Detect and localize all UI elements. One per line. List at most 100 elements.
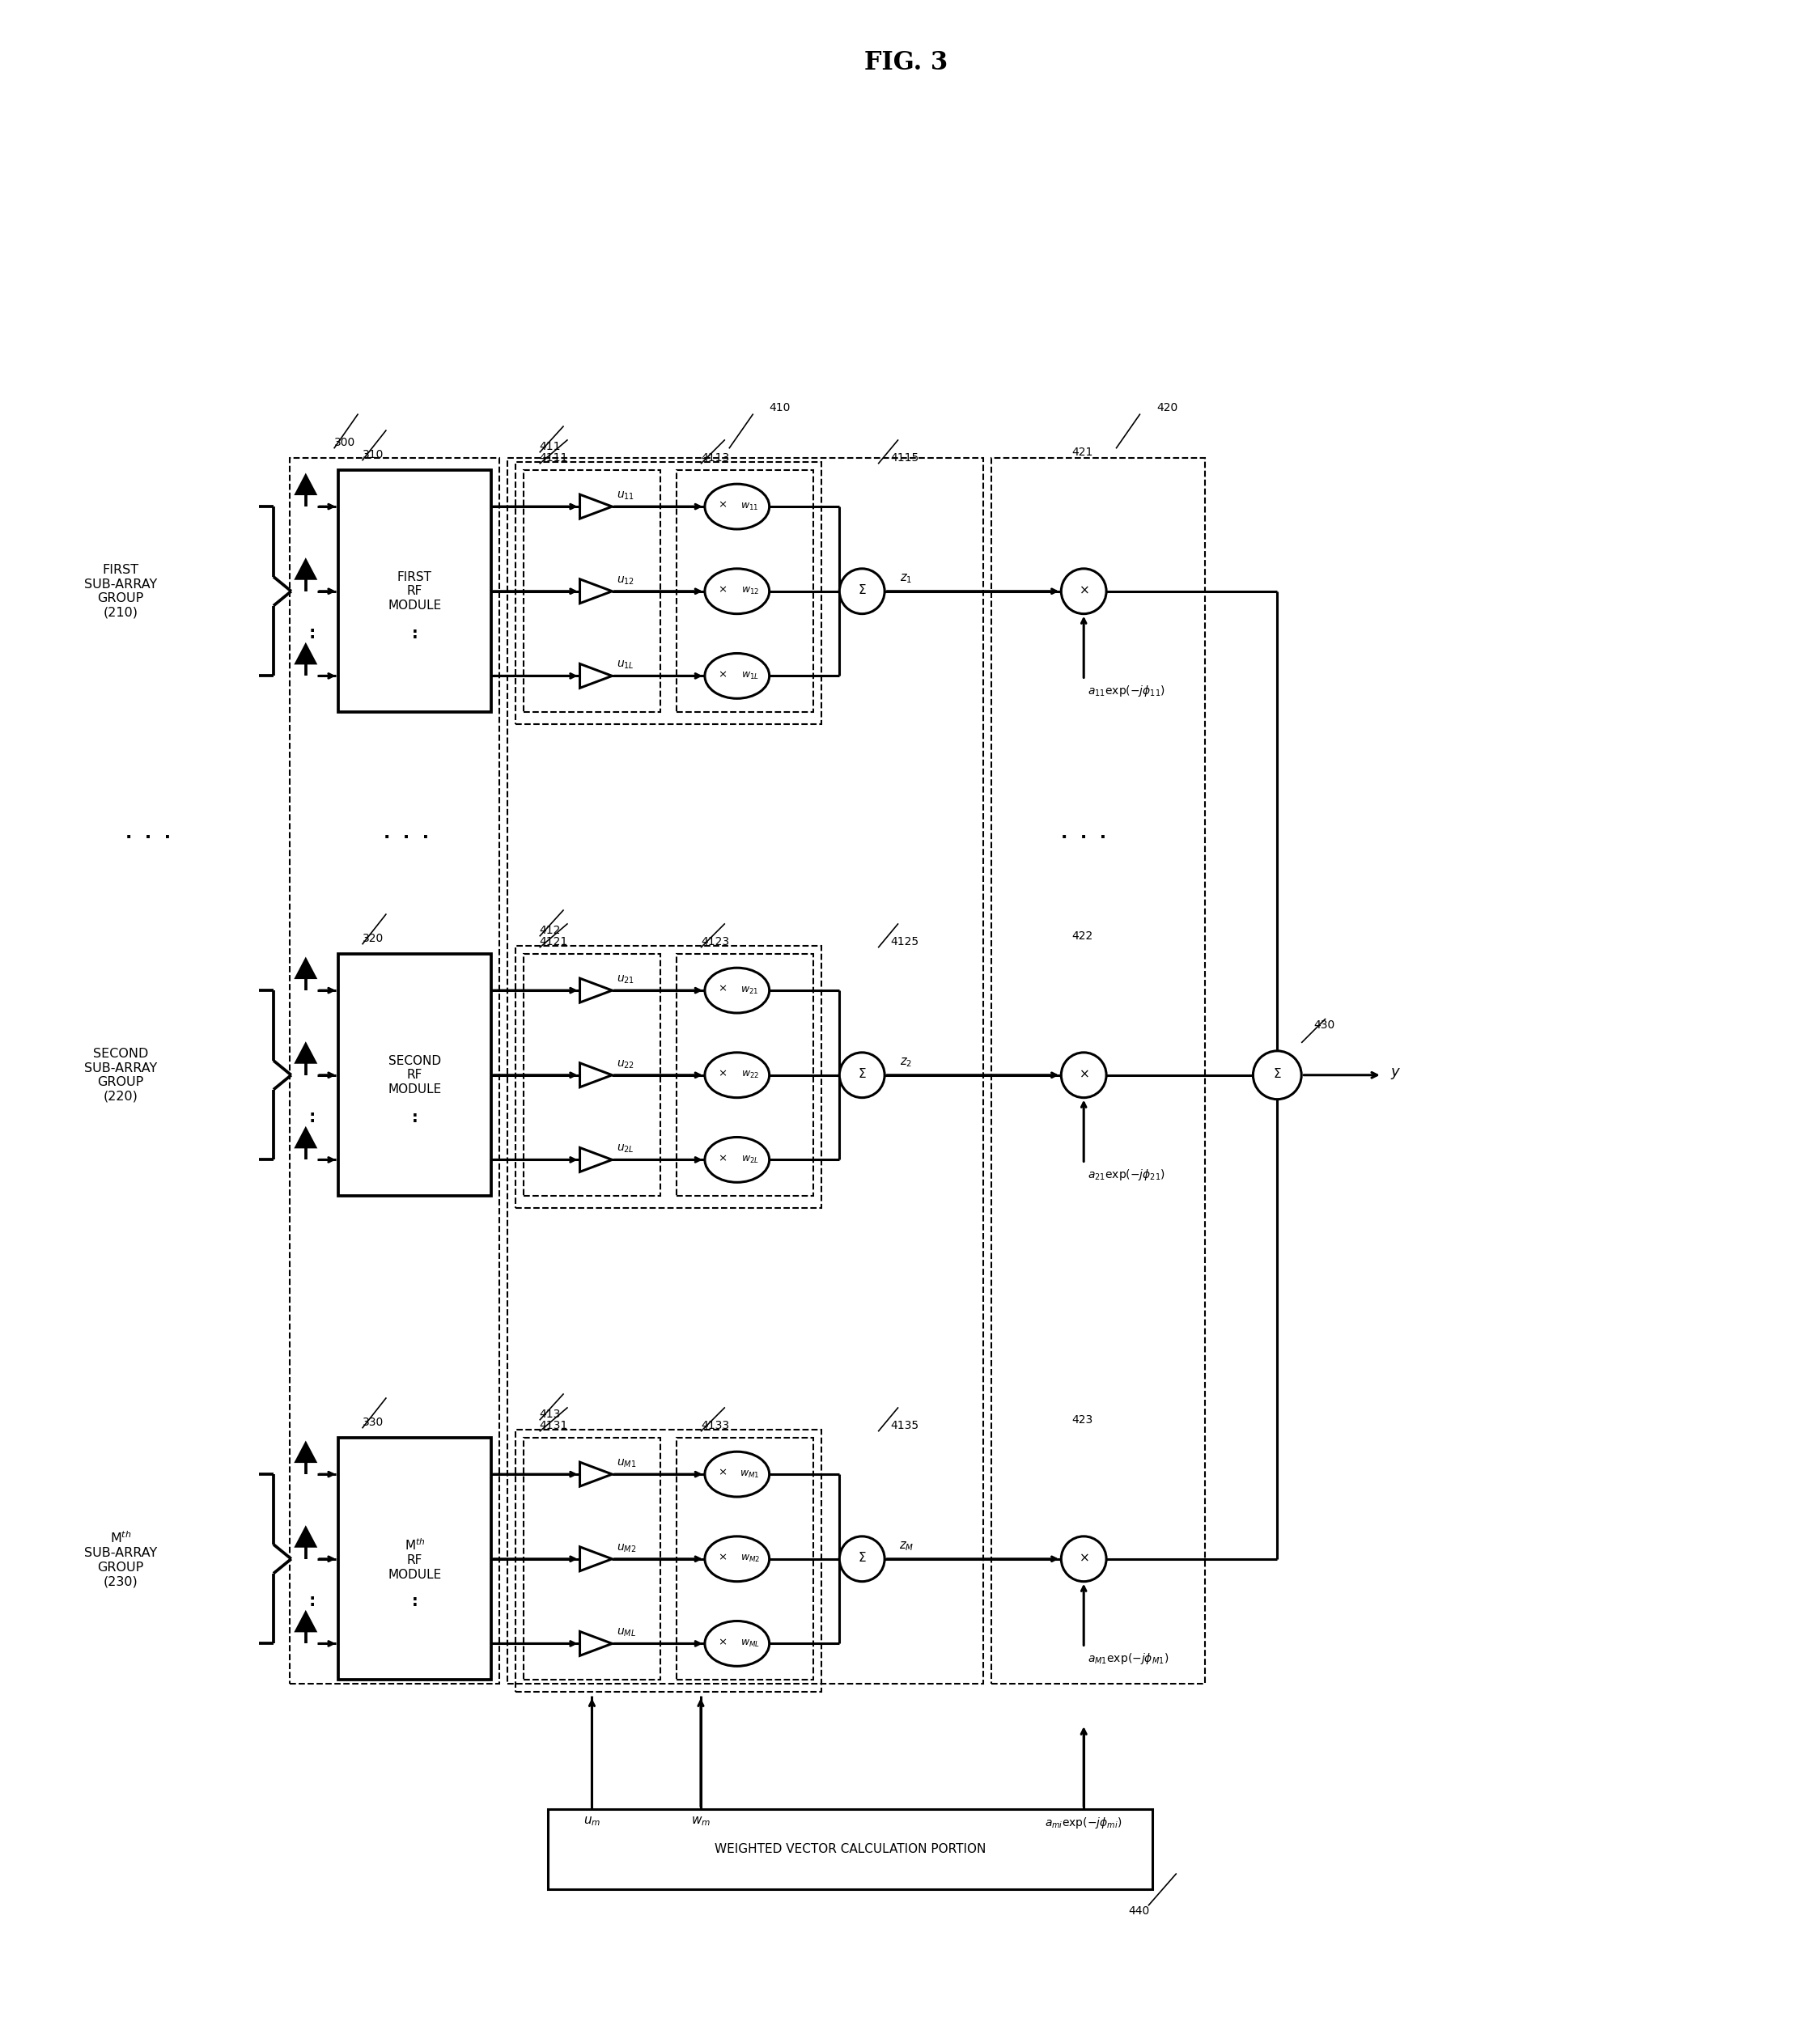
Bar — [992, 459, 1205, 1685]
Text: 4123: 4123 — [701, 936, 730, 948]
Text: $u_{21}$: $u_{21}$ — [617, 974, 635, 987]
Text: 423: 423 — [1072, 1415, 1092, 1425]
Text: 411: 411 — [539, 441, 561, 453]
Text: $u_m$: $u_m$ — [584, 1815, 601, 1829]
Text: $\times$: $\times$ — [1079, 1068, 1088, 1080]
Bar — [548, 1809, 1152, 1890]
Text: $u_{1L}$: $u_{1L}$ — [617, 660, 635, 672]
Bar — [515, 946, 821, 1208]
Text: $\times$: $\times$ — [717, 1068, 728, 1078]
Text: .  .  .: . . . — [384, 824, 430, 840]
Text: :: : — [411, 625, 419, 641]
Text: 300: 300 — [333, 436, 355, 449]
Text: $\times$: $\times$ — [717, 1153, 728, 1163]
Text: 410: 410 — [770, 402, 790, 414]
Polygon shape — [297, 1043, 315, 1062]
Text: $a_{mi}\exp(-j\phi_{mi})$: $a_{mi}\exp(-j\phi_{mi})$ — [1045, 1815, 1123, 1829]
Text: :: : — [309, 1108, 315, 1125]
Circle shape — [839, 1052, 885, 1098]
Text: 310: 310 — [362, 449, 384, 461]
Polygon shape — [297, 1529, 315, 1547]
Text: $\times$: $\times$ — [717, 1468, 728, 1478]
Text: $u_{ML}$: $u_{ML}$ — [617, 1628, 637, 1638]
Polygon shape — [297, 960, 315, 978]
Text: :: : — [309, 1594, 315, 1610]
Ellipse shape — [704, 968, 770, 1013]
Text: $u_{M1}$: $u_{M1}$ — [617, 1458, 637, 1470]
Bar — [524, 471, 661, 713]
Text: 4111: 4111 — [539, 453, 568, 463]
Text: $\Sigma$: $\Sigma$ — [1272, 1068, 1281, 1080]
Circle shape — [1061, 568, 1107, 613]
Text: $\times$: $\times$ — [1079, 1551, 1088, 1563]
Circle shape — [1061, 1537, 1107, 1581]
Text: $\times$: $\times$ — [717, 1636, 728, 1646]
Polygon shape — [581, 1547, 612, 1571]
Text: $w_{2L}$: $w_{2L}$ — [741, 1155, 759, 1165]
Polygon shape — [581, 1632, 612, 1656]
Text: FIRST
RF
MODULE: FIRST RF MODULE — [388, 570, 442, 611]
Ellipse shape — [704, 483, 770, 530]
Text: $\times$: $\times$ — [717, 1553, 728, 1563]
Text: M$^{th}$
SUB-ARRAY
GROUP
(230): M$^{th}$ SUB-ARRAY GROUP (230) — [84, 1531, 157, 1587]
Text: FIRST
SUB-ARRAY
GROUP
(210): FIRST SUB-ARRAY GROUP (210) — [84, 564, 157, 619]
Text: $\Sigma$: $\Sigma$ — [857, 583, 866, 597]
Text: $z_M$: $z_M$ — [899, 1541, 914, 1553]
Circle shape — [1252, 1052, 1301, 1100]
Text: 4125: 4125 — [890, 936, 919, 948]
Circle shape — [839, 568, 885, 613]
Text: $u_{22}$: $u_{22}$ — [617, 1058, 635, 1070]
Text: 421: 421 — [1072, 447, 1094, 459]
Text: $z_1$: $z_1$ — [901, 572, 912, 585]
Polygon shape — [297, 1129, 315, 1147]
Text: 4113: 4113 — [701, 453, 730, 463]
Text: $u_{11}$: $u_{11}$ — [617, 489, 635, 501]
Text: 4121: 4121 — [539, 936, 568, 948]
Text: $w_{22}$: $w_{22}$ — [741, 1070, 759, 1080]
Text: $\times$: $\times$ — [717, 499, 728, 510]
Text: $\times$: $\times$ — [717, 983, 728, 995]
Text: 420: 420 — [1156, 402, 1178, 414]
Text: $w_{ML}$: $w_{ML}$ — [741, 1638, 759, 1648]
Text: $\times$: $\times$ — [717, 670, 728, 680]
Text: $w_{12}$: $w_{12}$ — [741, 587, 759, 597]
Text: $a_{11}\exp(-j\phi_{11})$: $a_{11}\exp(-j\phi_{11})$ — [1088, 684, 1165, 698]
Text: :: : — [309, 625, 315, 641]
Text: $\Sigma$: $\Sigma$ — [857, 1068, 866, 1080]
Bar — [677, 1437, 814, 1681]
Ellipse shape — [704, 1052, 770, 1098]
Text: $\times$: $\times$ — [1079, 583, 1088, 595]
Polygon shape — [581, 664, 612, 688]
Text: FIG. 3: FIG. 3 — [864, 51, 948, 75]
Text: 4115: 4115 — [890, 453, 919, 463]
Text: $a_{M1}\exp(-j\phi_{M1})$: $a_{M1}\exp(-j\phi_{M1})$ — [1088, 1652, 1168, 1667]
Polygon shape — [581, 1147, 612, 1171]
Text: .  .  .: . . . — [126, 824, 171, 840]
Text: 320: 320 — [362, 934, 384, 944]
Ellipse shape — [704, 1451, 770, 1496]
Polygon shape — [297, 646, 315, 664]
Text: :: : — [411, 1594, 419, 1610]
Bar — [339, 954, 491, 1196]
Ellipse shape — [704, 654, 770, 698]
Text: .  .  .: . . . — [1061, 824, 1107, 840]
Polygon shape — [581, 1064, 612, 1088]
Text: WEIGHTED VECTOR CALCULATION PORTION: WEIGHTED VECTOR CALCULATION PORTION — [713, 1843, 986, 1855]
Text: $w_{21}$: $w_{21}$ — [741, 985, 759, 995]
Text: 412: 412 — [539, 926, 561, 936]
Text: $u_{2L}$: $u_{2L}$ — [617, 1143, 635, 1155]
Text: $u_{M2}$: $u_{M2}$ — [617, 1543, 637, 1555]
Text: $w_{1L}$: $w_{1L}$ — [741, 670, 759, 682]
Text: 4133: 4133 — [701, 1421, 730, 1431]
Ellipse shape — [704, 568, 770, 613]
Polygon shape — [297, 475, 315, 493]
Text: 430: 430 — [1314, 1019, 1334, 1031]
Text: 422: 422 — [1072, 930, 1092, 942]
Text: $w_{M2}$: $w_{M2}$ — [741, 1553, 759, 1565]
Text: $u_{12}$: $u_{12}$ — [617, 574, 635, 587]
Text: SECOND
SUB-ARRAY
GROUP
(220): SECOND SUB-ARRAY GROUP (220) — [84, 1047, 157, 1102]
Text: 4135: 4135 — [890, 1421, 919, 1431]
Bar — [677, 954, 814, 1196]
Bar — [515, 463, 821, 725]
Bar — [677, 471, 814, 713]
